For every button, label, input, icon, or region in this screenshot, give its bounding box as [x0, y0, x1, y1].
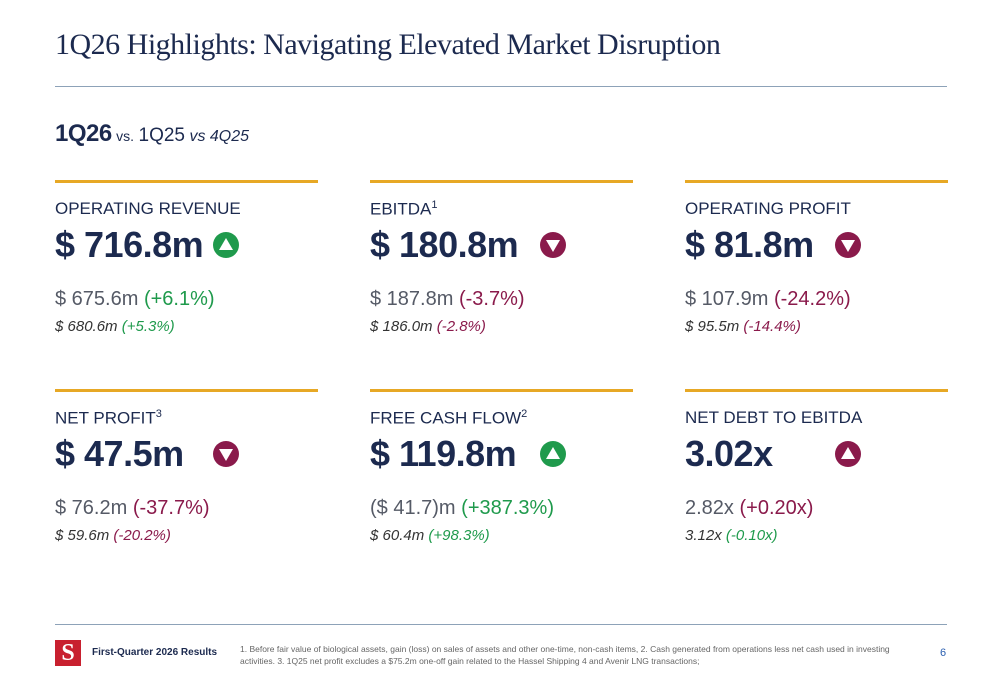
- prior-value: $ 107.9m: [685, 288, 769, 310]
- divider: [55, 624, 947, 625]
- footnote-ref: 3: [155, 408, 162, 420]
- prior-line: $ 107.9m (-24.2%): [685, 288, 851, 311]
- previous-change: (+5.3%): [121, 318, 175, 335]
- label-text: NET DEBT TO EBITDA: [685, 408, 863, 427]
- prior-value: $ 675.6m: [55, 288, 139, 310]
- vs: vs.: [116, 128, 135, 144]
- previous-change: (-20.2%): [113, 527, 171, 544]
- label-text: FREE CASH FLOW: [370, 408, 522, 428]
- card-rule: [55, 180, 318, 183]
- prior-change: (-3.7%): [458, 288, 525, 310]
- previous-value: $ 60.4m: [370, 527, 425, 544]
- metric-value: $ 47.5m: [55, 433, 184, 474]
- trend-arrow: [213, 441, 239, 467]
- previous-change: (+98.3%): [428, 527, 490, 544]
- metric-value: 3.02x: [685, 433, 773, 474]
- arrow-triangle: [841, 447, 855, 459]
- footnote: 1. Before fair value of biological asset…: [240, 644, 890, 666]
- report-name: First-Quarter 2026 Results: [92, 647, 218, 658]
- prior-change: (+0.20x): [739, 497, 814, 519]
- title: 1Q26 Highlights: Navigating Elevated Mar…: [55, 28, 721, 61]
- footnote-ref: 2: [521, 408, 528, 420]
- previous-change: (-14.4%): [743, 318, 801, 335]
- trend-arrow: [835, 232, 861, 258]
- prior-line: $ 187.8m (-3.7%): [370, 288, 525, 311]
- card-rule: [685, 389, 948, 392]
- prior-line: 2.82x (+0.20x): [685, 497, 813, 520]
- metric-label: EBITDA1: [370, 199, 438, 220]
- prior-change: (+387.3%): [461, 497, 554, 519]
- label-text: OPERATING PROFIT: [685, 199, 851, 218]
- prior-value: $ 76.2m: [55, 497, 128, 519]
- previous-line: $ 680.6m (+5.3%): [55, 318, 175, 335]
- prior-line: $ 675.6m (+6.1%): [55, 288, 215, 311]
- previous-line: $ 60.4m (+98.3%): [370, 527, 490, 544]
- previous-value: $ 680.6m: [55, 318, 118, 335]
- metric-label: NET PROFIT3: [55, 408, 162, 429]
- logo: S: [55, 640, 81, 666]
- previous-line: $ 186.0m (-2.8%): [370, 318, 486, 335]
- arrow-triangle: [546, 240, 560, 252]
- label-text: EBITDA: [370, 199, 432, 219]
- prior-value: ($ 41.7)m: [370, 497, 456, 519]
- previous-value: $ 95.5m: [685, 318, 740, 335]
- card-rule: [370, 389, 633, 392]
- metric-value: $ 180.8m: [370, 224, 519, 265]
- prior-value: 2.82x: [685, 497, 734, 519]
- metric-value: $ 81.8m: [685, 224, 814, 265]
- arrow-triangle: [546, 447, 560, 459]
- page-number: 6: [940, 647, 947, 659]
- previous-period: vs 4Q25: [189, 128, 250, 145]
- arrow-triangle: [219, 238, 233, 250]
- label-text: OPERATING REVENUE: [55, 199, 241, 218]
- metric-label: OPERATING REVENUE: [55, 199, 241, 219]
- prior-change: (+6.1%): [143, 288, 215, 310]
- metric-value: $ 119.8m: [370, 433, 517, 474]
- previous-value: 3.12x: [685, 527, 722, 544]
- previous-line: $ 59.6m (-20.2%): [55, 527, 171, 544]
- trend-arrow: [213, 232, 239, 258]
- previous-line: 3.12x (-0.10x): [685, 527, 778, 544]
- previous-change: (-2.8%): [436, 318, 486, 335]
- previous-change: (-0.10x): [725, 527, 778, 544]
- prior-change: (-24.2%): [773, 288, 851, 310]
- divider: [55, 86, 947, 87]
- arrow-triangle: [219, 449, 233, 461]
- prior-value: $ 187.8m: [370, 288, 454, 310]
- footnote-ref: 1: [431, 199, 438, 211]
- metric-label: OPERATING PROFIT: [685, 199, 851, 219]
- trend-arrow: [540, 232, 566, 258]
- card-rule: [370, 180, 633, 183]
- previous-value: $ 59.6m: [55, 527, 110, 544]
- metric-label: FREE CASH FLOW2: [370, 408, 527, 429]
- metric-value: $ 716.8m: [55, 224, 204, 265]
- prior-line: $ 76.2m (-37.7%): [55, 497, 210, 520]
- period-header: 1Q26 vs. 1Q25 vs 4Q25: [55, 120, 249, 148]
- previous-line: $ 95.5m (-14.4%): [685, 318, 801, 335]
- previous-value: $ 186.0m: [370, 318, 433, 335]
- card-rule: [685, 180, 948, 183]
- prior-change: (-37.7%): [132, 497, 210, 519]
- arrow-triangle: [841, 240, 855, 252]
- label-text: NET PROFIT: [55, 408, 156, 428]
- current-period: 1Q26: [55, 120, 112, 147]
- trend-arrow: [540, 441, 566, 467]
- prior-period: 1Q25: [138, 125, 185, 146]
- prior-line: ($ 41.7)m (+387.3%): [370, 497, 554, 520]
- trend-arrow: [835, 441, 861, 467]
- metric-label: NET DEBT TO EBITDA: [685, 408, 862, 428]
- card-rule: [55, 389, 318, 392]
